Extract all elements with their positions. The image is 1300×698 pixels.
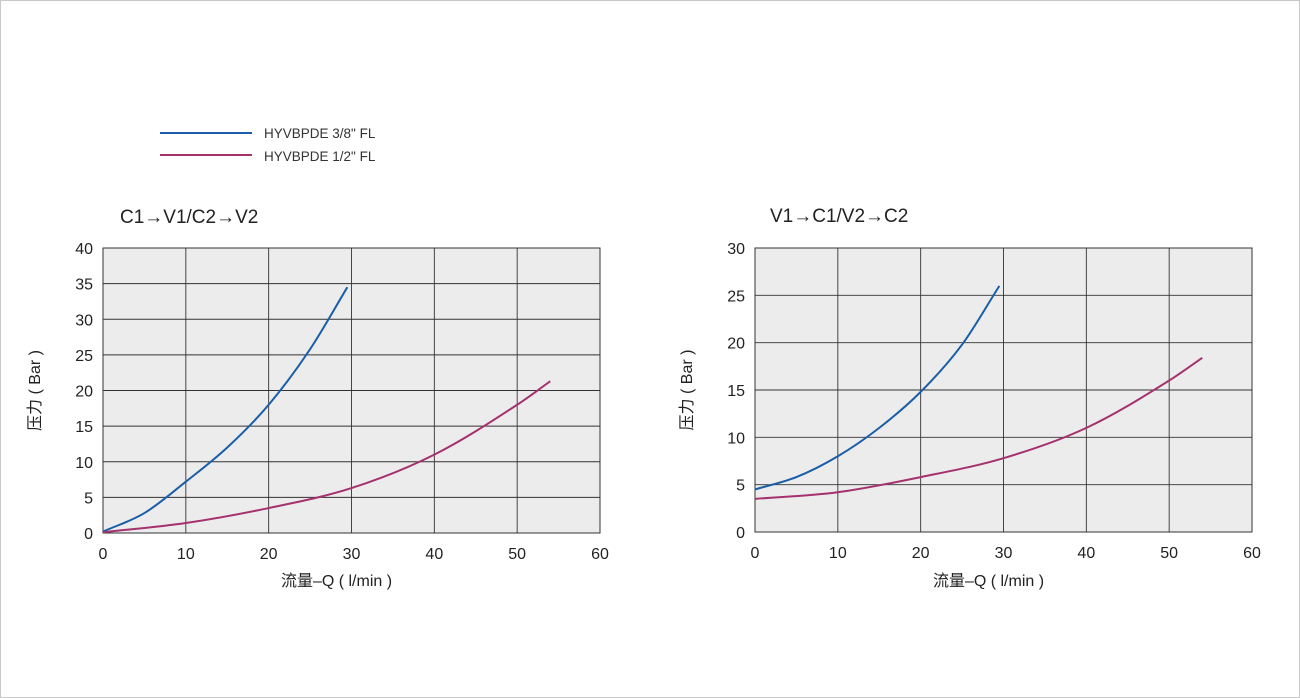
y-tick-label: 20 [727,336,745,353]
x-axis-label: 流量–Q ( l/min ) [933,572,1044,590]
y-tick-label: 20 [75,384,93,401]
x-tick-label: 20 [260,546,278,563]
y-tick-label: 30 [75,312,93,329]
y-tick-label: 25 [75,348,93,365]
x-tick-label: 20 [912,545,930,562]
series-line-2 [754,356,1203,500]
x-tick-label: 50 [508,546,526,563]
legend-label-series-1: HYVBPDE 3/8" FL [264,126,376,141]
y-tick-label: 25 [727,288,745,305]
y-tick-label: 30 [727,241,745,258]
legend: HYVBPDE 3/8" FL HYVBPDE 1/2" FL [160,126,376,164]
x-tick-label: 60 [591,546,609,563]
x-tick-label: 30 [343,546,361,563]
x-tick-label: 60 [1243,545,1261,562]
x-tick-label: 0 [751,545,760,562]
chart-v1-c1: 0 10 20 30 40 50 60 0 5 10 15 20 25 30 V1→C1/V2→C2 流量–Q… [678,206,1261,590]
y-tick-label: 10 [75,455,93,472]
x-tick-label: 10 [829,545,847,562]
y-tick-label: 10 [727,430,745,447]
y-tick-label: 5 [84,490,93,507]
y-tick-label: 15 [75,419,93,436]
x-tick-label: 30 [995,545,1013,562]
series-line-1 [102,286,349,533]
x-tick-label: 40 [1077,545,1095,562]
series-line-1 [754,285,1001,491]
x-tick-label: 50 [1160,545,1178,562]
y-tick-label: 40 [75,241,93,258]
chart-title: C1→V1/C2→V2 [120,207,258,228]
x-axis-label: 流量–Q ( l/min ) [281,572,392,590]
y-tick-label: 0 [736,525,745,542]
y-tick-label: 15 [727,383,745,400]
x-tick-label: 10 [177,546,195,563]
y-tick-label: 35 [75,277,93,294]
chart-title: V1→C1/V2→C2 [770,206,908,227]
y-tick-label: 5 [736,478,745,495]
y-axis-label: 压力 ( Bar ) [26,350,44,431]
x-tick-label: 40 [425,546,443,563]
chart-c1-v1: 0 10 20 30 40 50 60 0 5 10 15 20 25 30 35 40 C1→V1/C2→V2… [26,207,609,590]
legend-label-series-2: HYVBPDE 1/2" FL [264,149,376,164]
y-axis-label: 压力 ( Bar ) [678,350,696,431]
y-tick-label: 0 [84,526,93,543]
series-line-2 [102,380,551,534]
x-tick-label: 0 [99,546,108,563]
